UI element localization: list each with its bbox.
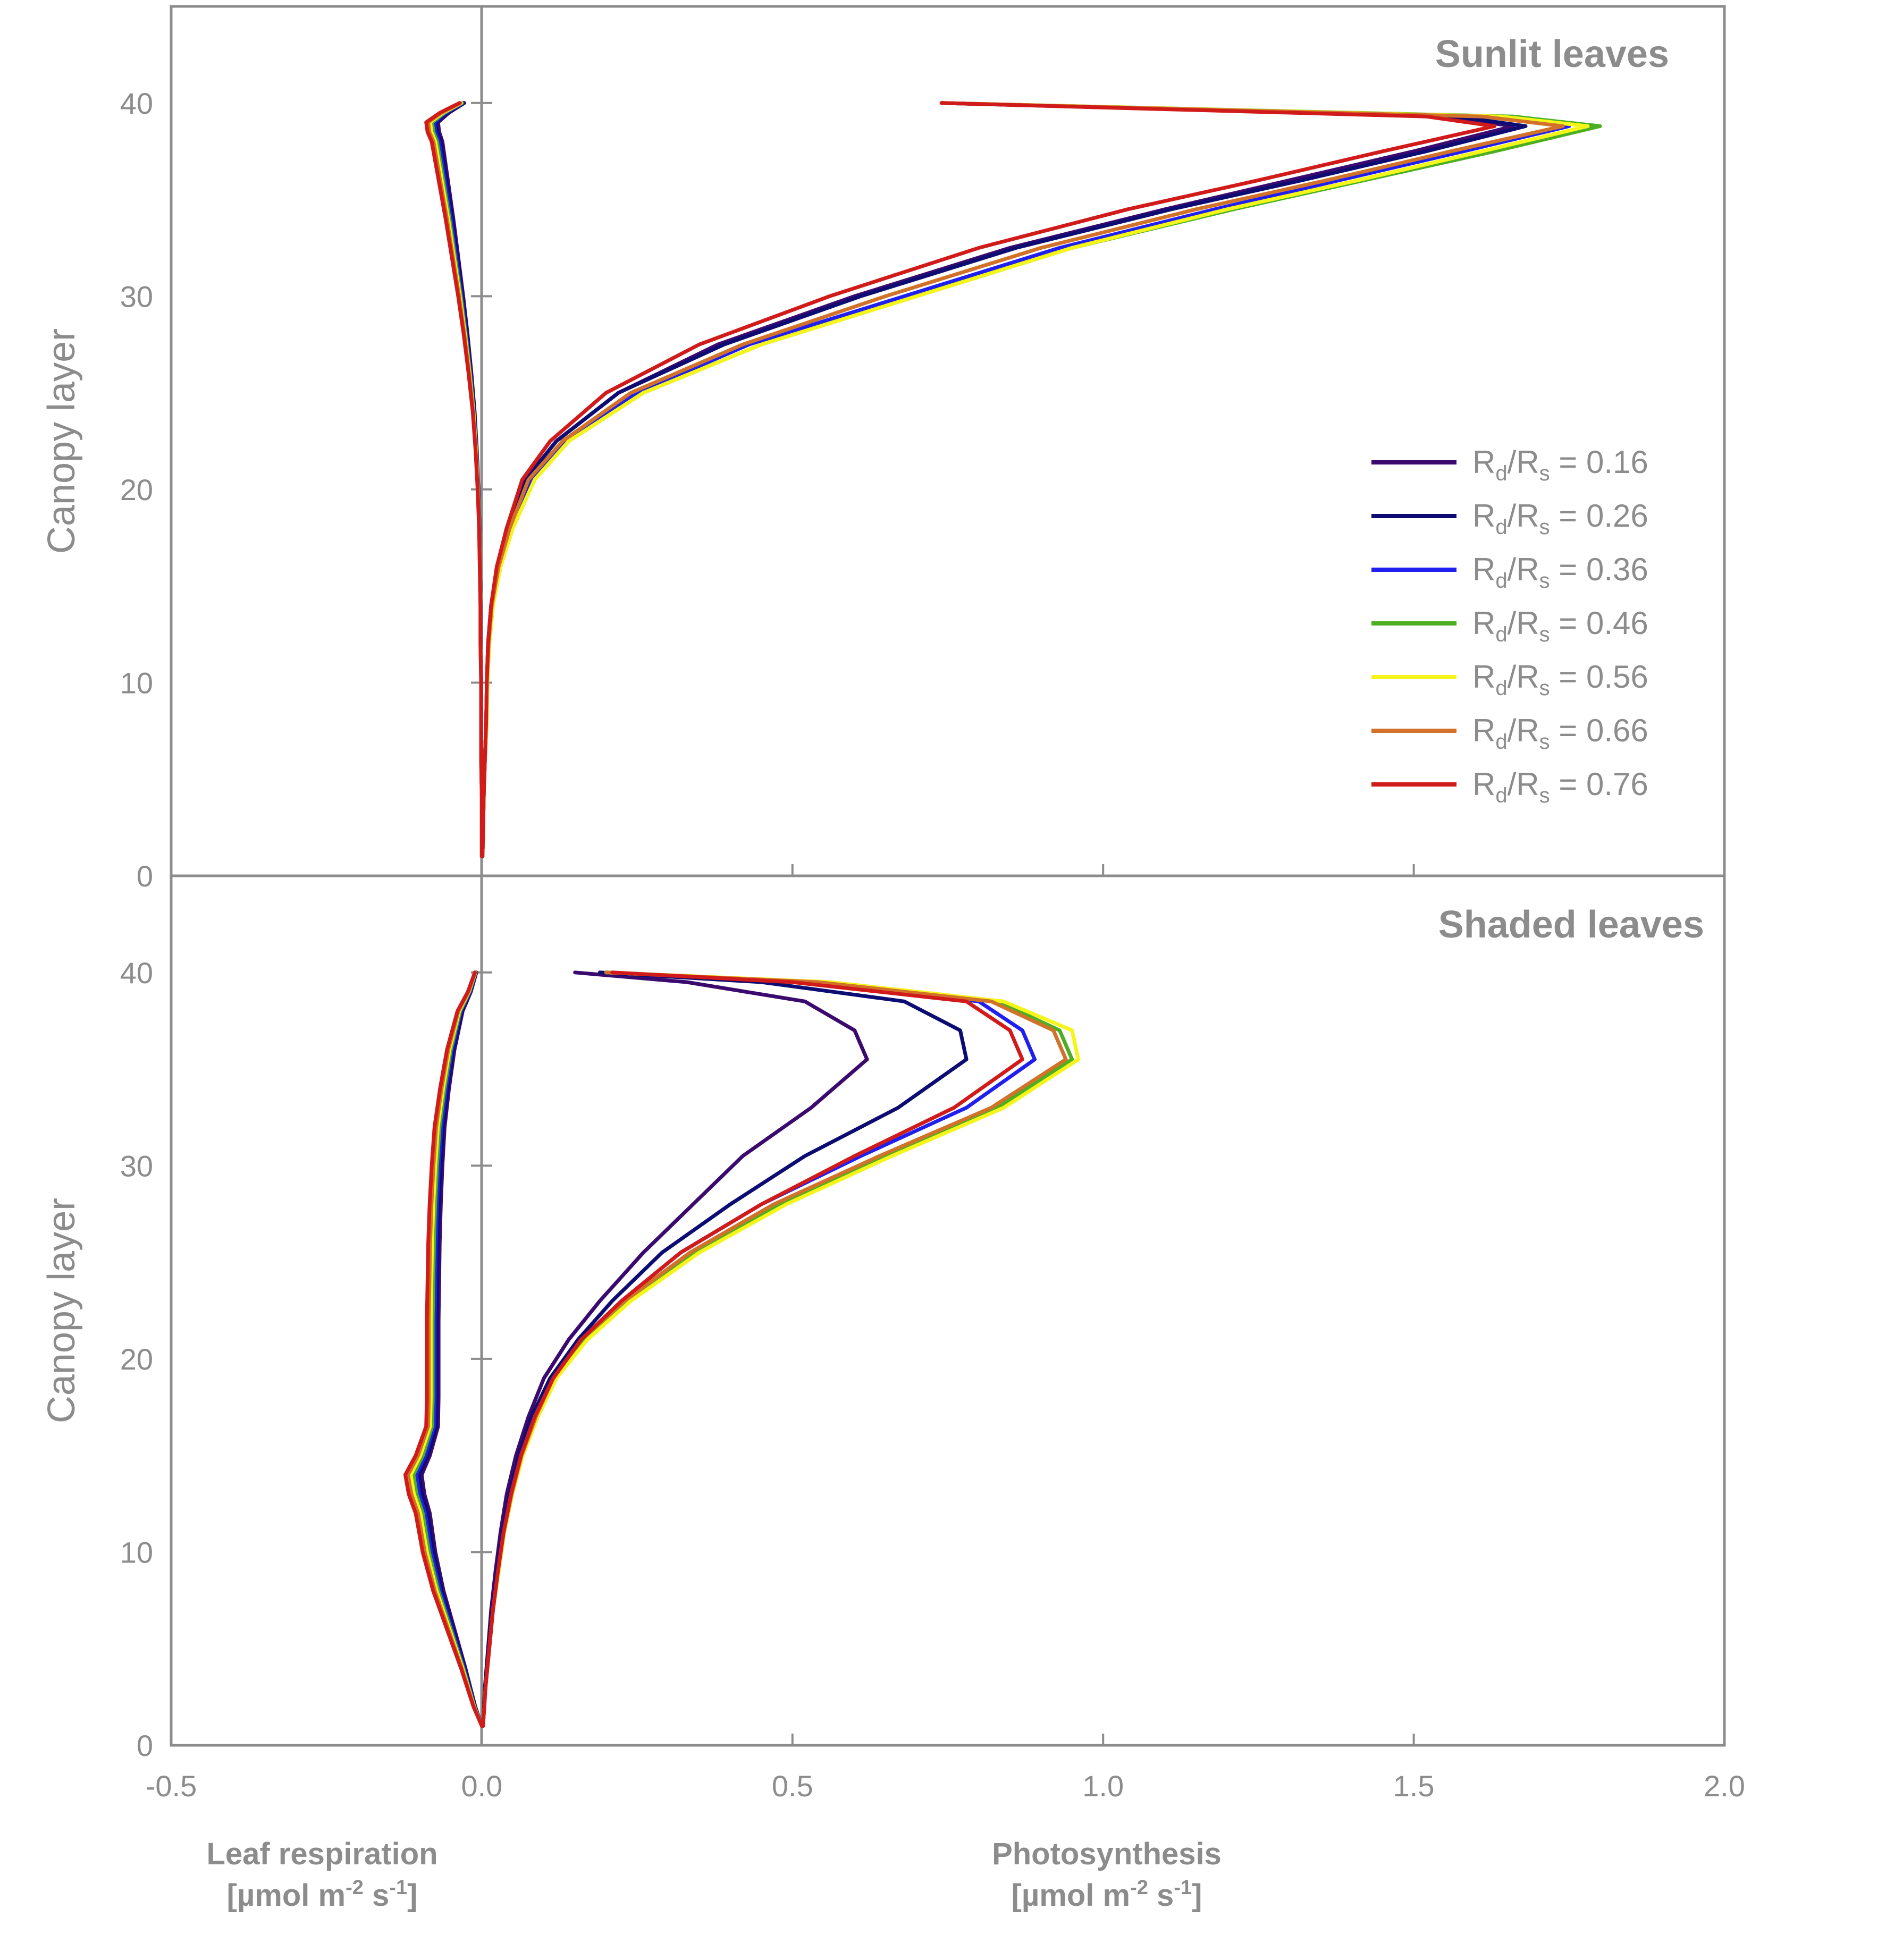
shaded-series-lines <box>403 970 1080 1728</box>
shaded-y-axis-label: Canopy layer <box>40 1198 83 1423</box>
photosynthesis-series-line <box>481 101 1602 859</box>
sunlit-panel: Sunlit leaves Canopy layer 0 10 20 30 40 Rd/… <box>40 5 1726 893</box>
x-tick-label: 1.0 <box>1082 1769 1124 1803</box>
respiration-series-line <box>403 970 484 1728</box>
respiration-series-line <box>424 101 484 859</box>
photosynthesis-series-line <box>481 970 1024 1728</box>
x-tick-label: 0.5 <box>772 1769 813 1803</box>
legend-label: Rd/Rs = 0.26 <box>1472 498 1648 539</box>
y-tick-label: 30 <box>120 280 153 313</box>
y-tick-label: 20 <box>120 1342 153 1376</box>
legend-label: Rd/Rs = 0.56 <box>1472 659 1648 700</box>
photosynthesis-series-line <box>481 970 1037 1728</box>
respiration-series-line <box>430 101 484 859</box>
shaded-panel-title: Shaded leaves <box>1438 903 1704 946</box>
sunlit-x-ticks <box>791 864 1415 876</box>
respiration-series-line <box>432 101 484 859</box>
photosynthesis-label-line2: [µmol m-2 s-1] <box>1012 1877 1202 1913</box>
shaded-y-ticks: 0 10 20 30 40 <box>120 956 492 1762</box>
x-tick-label: -0.5 <box>146 1769 197 1803</box>
sunlit-panel-title: Sunlit leaves <box>1435 33 1669 75</box>
respiration-label-line2: [µmol m-2 s-1] <box>227 1877 418 1913</box>
y-tick-label: 10 <box>120 1535 153 1569</box>
legend-label: Rd/Rs = 0.76 <box>1472 766 1648 807</box>
respiration-series-line <box>426 101 484 859</box>
photosynthesis-series-line <box>481 101 1565 859</box>
photosynthesis-series-line <box>481 101 1571 859</box>
sunlit-y-axis-label: Canopy layer <box>40 328 83 554</box>
photosynthesis-series-line <box>481 101 1515 859</box>
shaded-x-ticks: -0.5 0.0 0.5 1.0 1.5 2.0 <box>146 1734 1745 1803</box>
respiration-series-line <box>428 101 484 859</box>
photosynthesis-series-line <box>481 101 1496 859</box>
shaded-panel: Shaded leaves Canopy layer 0 10 20 30 40 -0.… <box>40 874 1745 1803</box>
shaded-plot-frame <box>170 874 1726 1747</box>
y-tick-label: 0 <box>137 1729 153 1762</box>
respiration-axis-label: Leaf respiration [µmol m-2 s-1] <box>206 1837 437 1913</box>
legend-label: Rd/Rs = 0.66 <box>1472 713 1648 754</box>
sunlit-y-ticks: 0 10 20 30 40 <box>120 87 492 893</box>
respiration-series-line <box>434 101 484 859</box>
x-tick-label: 2.0 <box>1704 1769 1745 1803</box>
y-tick-label: 0 <box>137 859 153 893</box>
respiration-label-line1: Leaf respiration <box>206 1837 437 1871</box>
photosynthesis-label-line1: Photosynthesis <box>992 1837 1222 1871</box>
sunlit-series-lines <box>424 101 1602 859</box>
legend: Rd/Rs = 0.16 Rd/Rs = 0.26 Rd/Rs = 0.36 Rd/R… <box>1371 444 1648 807</box>
y-tick-label: 30 <box>120 1149 153 1182</box>
photosynthesis-series-line <box>481 101 1528 859</box>
legend-label: Rd/Rs = 0.36 <box>1472 552 1648 593</box>
y-tick-label: 10 <box>120 666 153 699</box>
photosynthesis-series-line <box>481 970 869 1728</box>
y-tick-label: 40 <box>120 87 153 120</box>
legend-label: Rd/Rs = 0.46 <box>1472 605 1648 646</box>
photosynthesis-series-line <box>481 970 969 1728</box>
photosynthesis-axis-label: Photosynthesis [µmol m-2 s-1] <box>992 1837 1222 1913</box>
y-tick-label: 20 <box>120 473 153 506</box>
x-tick-label: 0.0 <box>461 1769 502 1803</box>
legend-label: Rd/Rs = 0.16 <box>1472 444 1648 485</box>
photosynthesis-series-line <box>481 101 1590 859</box>
x-tick-label: 1.5 <box>1393 1769 1435 1803</box>
y-tick-label: 40 <box>120 956 153 990</box>
